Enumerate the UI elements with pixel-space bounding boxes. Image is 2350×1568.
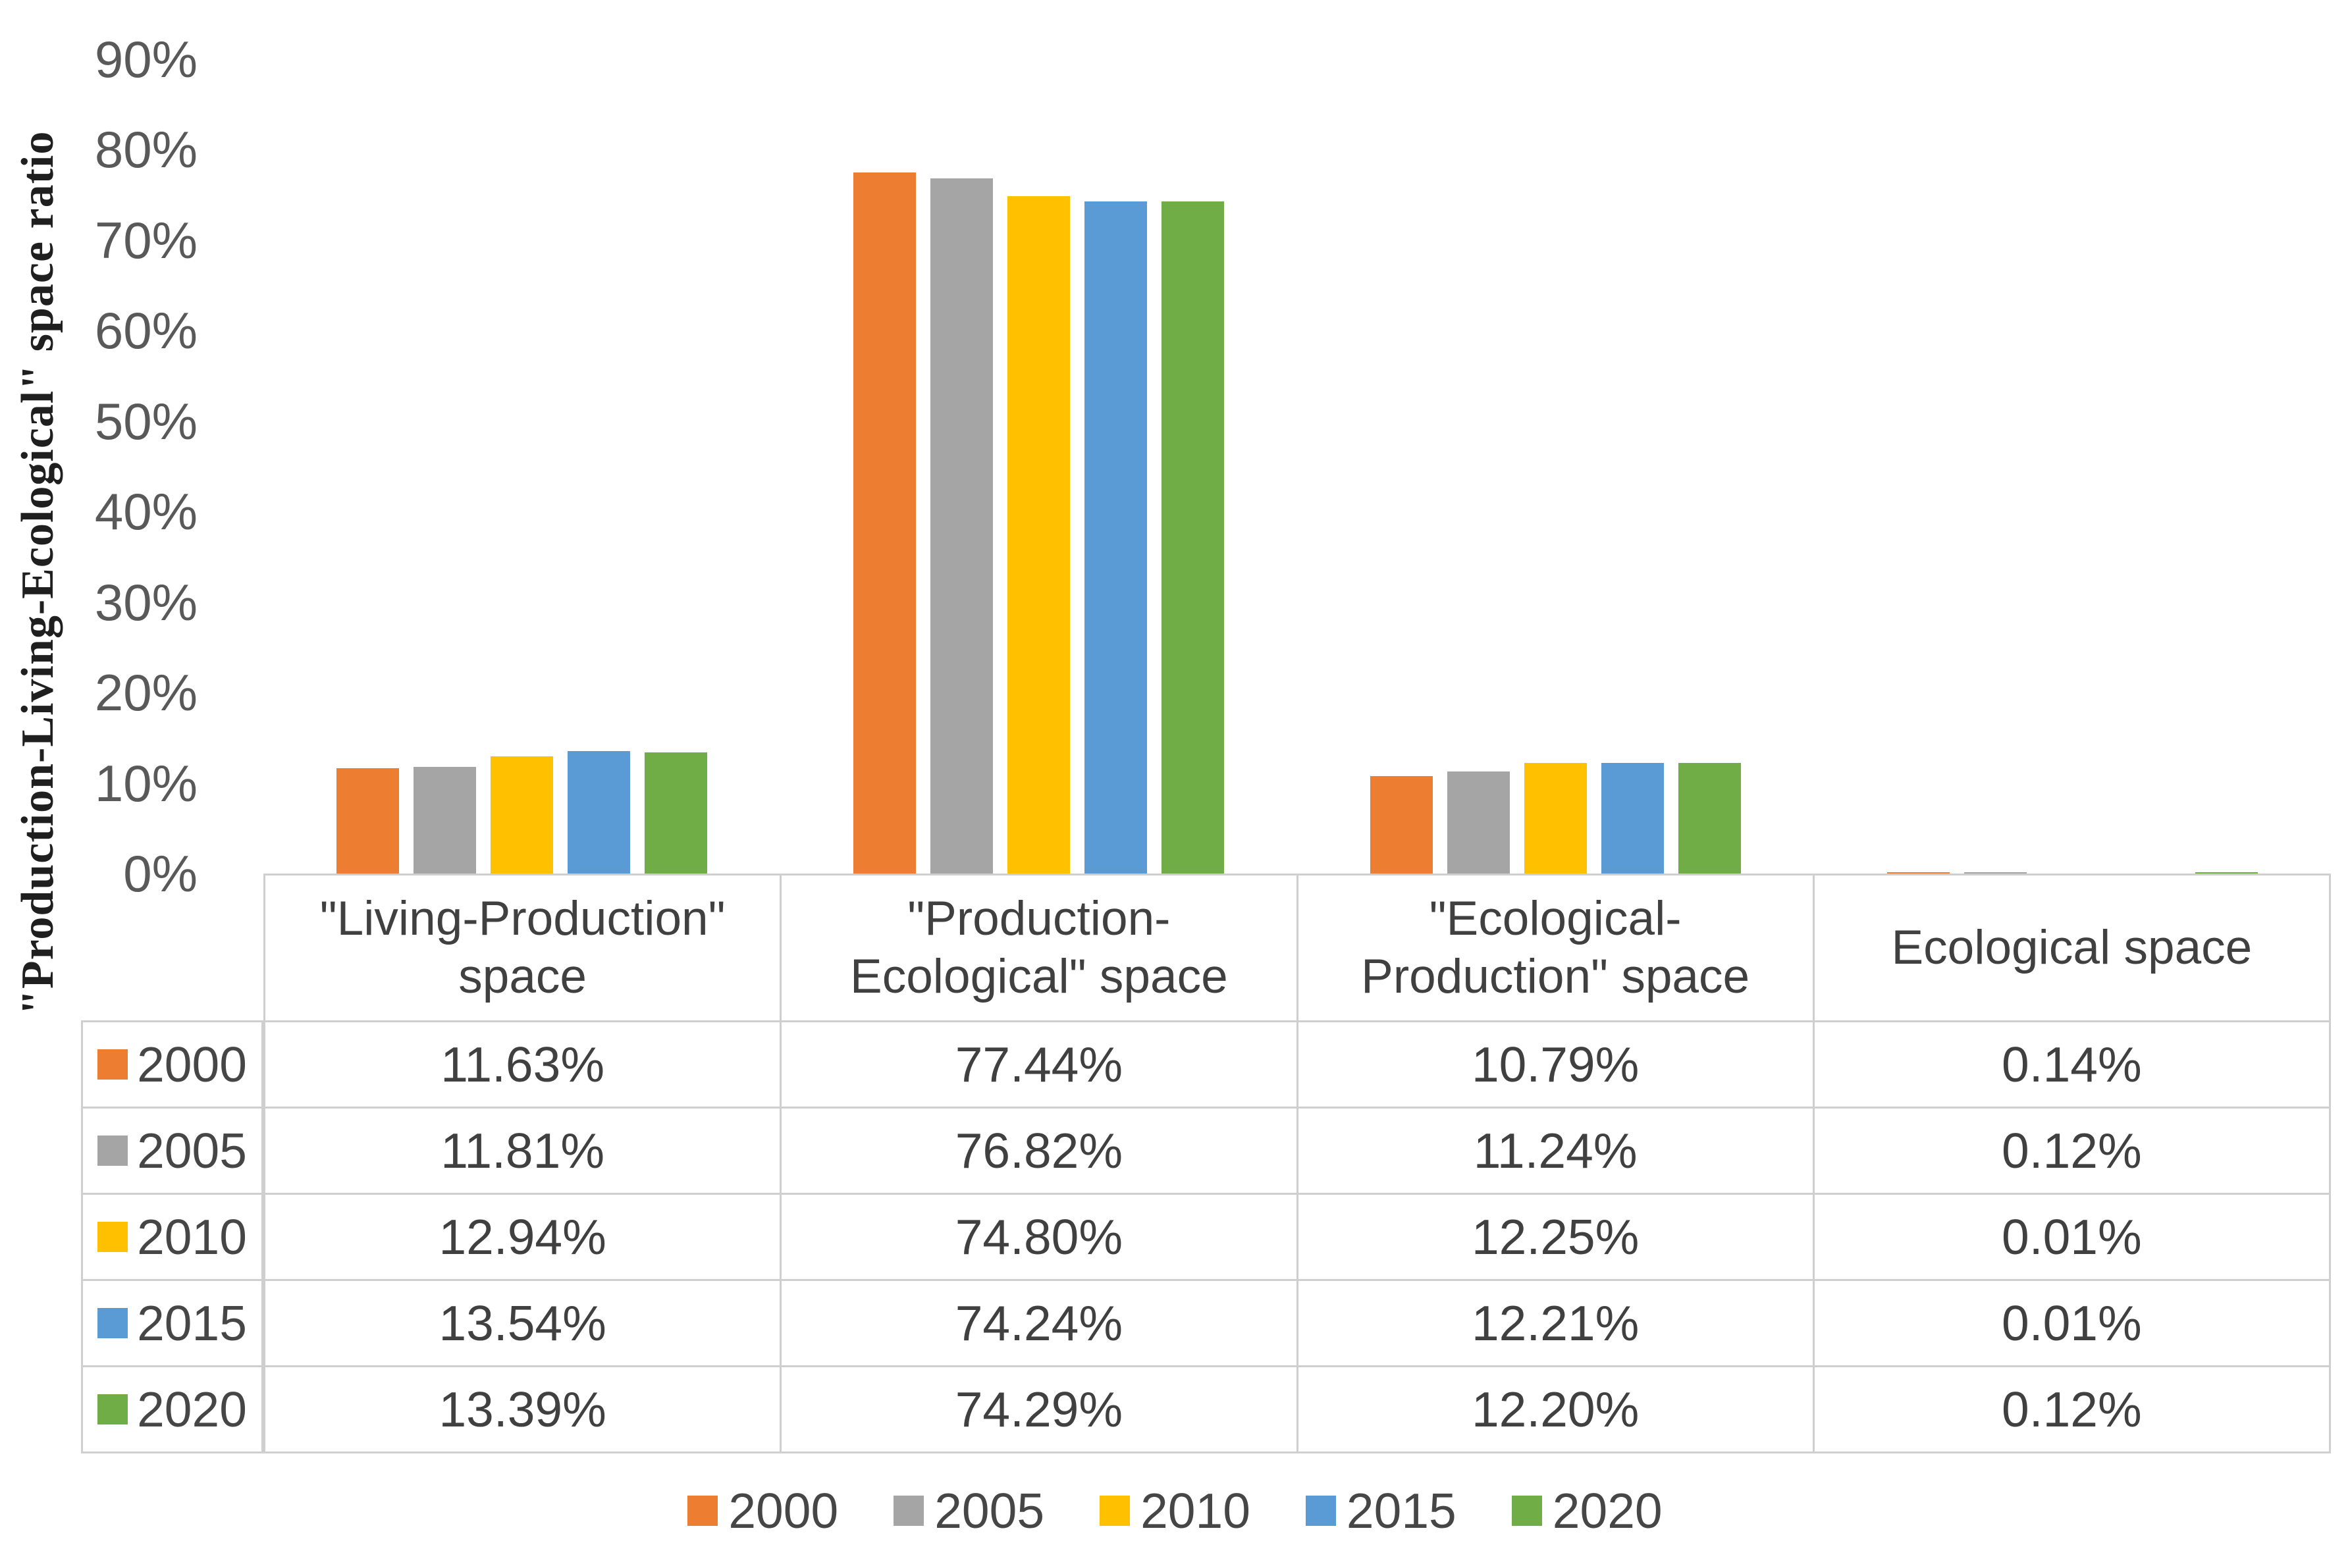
bar-2010-category-2 — [1007, 196, 1070, 874]
series-swatch-icon — [97, 1222, 128, 1252]
legend-item: 2020 — [1511, 1482, 1663, 1539]
legend-item: 2000 — [687, 1482, 838, 1539]
table-row-label: 2005 — [83, 1109, 261, 1193]
legend-swatch-icon — [687, 1496, 718, 1526]
row-year-label: 2000 — [137, 1037, 247, 1092]
y-tick-label: 30% — [94, 573, 198, 631]
y-tick-label: 0% — [123, 845, 198, 902]
legend-swatch-icon — [1100, 1496, 1131, 1526]
legend-item: 2015 — [1305, 1482, 1456, 1539]
series-swatch-icon — [97, 1394, 128, 1424]
bar-2020-category-1 — [645, 752, 707, 874]
y-tick-label: 20% — [94, 664, 198, 721]
y-tick-label: 40% — [94, 483, 198, 540]
legend-label: 2010 — [1140, 1483, 1250, 1538]
y-tick-label: 50% — [94, 392, 198, 450]
chart-legend: 2000 2005 2010 2015 2020 — [0, 1482, 2350, 1539]
bar-2005-category-1 — [414, 767, 476, 874]
legend-label: 2005 — [934, 1483, 1045, 1538]
table-value-cell: 0.01% — [1814, 1281, 2329, 1365]
legend-item: 2005 — [894, 1482, 1044, 1539]
y-tick-label: 60% — [94, 301, 198, 359]
table-value-cell: 11.24% — [1298, 1109, 1813, 1193]
table-header-cell: "Living-Production" space — [265, 875, 780, 1020]
table-value-cell: 10.79% — [1298, 1022, 1813, 1107]
table-value-cell: 0.12% — [1814, 1109, 2329, 1193]
legend-swatch-icon — [1511, 1496, 1542, 1526]
table-row-label: 2000 — [83, 1022, 261, 1107]
bar-2020-category-2 — [1162, 201, 1224, 874]
bar-2015-category-2 — [1084, 201, 1147, 874]
table-value-cell: 13.54% — [265, 1281, 780, 1365]
table-value-cell: 12.20% — [1298, 1367, 1813, 1451]
table-value-cell: 0.12% — [1814, 1367, 2329, 1451]
bar-2000-category-2 — [853, 172, 916, 874]
table-value-cell: 12.25% — [1298, 1195, 1813, 1279]
table-value-cell: 74.29% — [782, 1367, 1296, 1451]
y-tick-label: 80% — [94, 120, 198, 178]
table-row-label: 2015 — [83, 1281, 261, 1365]
legend-label: 2020 — [1552, 1483, 1663, 1538]
table-value-cell: 12.21% — [1298, 1281, 1813, 1365]
bar-2010-category-1 — [491, 756, 553, 874]
legend-swatch-icon — [1305, 1496, 1336, 1526]
table-row-label: 2010 — [83, 1195, 261, 1279]
y-tick-label: 70% — [94, 211, 198, 269]
bar-2000-category-4 — [1887, 872, 1950, 874]
legend-label: 2000 — [728, 1483, 839, 1538]
bar-2015-category-1 — [568, 751, 630, 874]
table-row-labels: 2000 2005 2010 2015 2020 — [81, 1020, 263, 1453]
bar-2000-category-3 — [1370, 776, 1433, 874]
table-value-cell: 77.44% — [782, 1022, 1296, 1107]
legend-item: 2010 — [1100, 1482, 1250, 1539]
row-year-label: 2005 — [137, 1123, 247, 1178]
table-value-cell: 0.01% — [1814, 1195, 2329, 1279]
table-value-cell: 11.81% — [265, 1109, 780, 1193]
table-value-cell: 74.80% — [782, 1195, 1296, 1279]
table-value-cell: 76.82% — [782, 1109, 1296, 1193]
bar-2000-category-1 — [336, 768, 399, 874]
row-year-label: 2020 — [137, 1382, 247, 1437]
y-tick-label: 10% — [94, 754, 198, 812]
table-header-cell: Ecological space — [1814, 875, 2329, 1020]
y-tick-label: 90% — [94, 30, 198, 88]
legend-label: 2015 — [1346, 1483, 1456, 1538]
series-swatch-icon — [97, 1049, 128, 1080]
row-year-label: 2015 — [137, 1295, 247, 1351]
legend-swatch-icon — [894, 1496, 924, 1526]
bar-2020-category-3 — [1678, 763, 1741, 874]
bar-2020-category-4 — [2195, 872, 2258, 874]
table-value-cell: 12.94% — [265, 1195, 780, 1279]
row-year-label: 2010 — [137, 1209, 247, 1265]
bar-2010-category-3 — [1524, 763, 1587, 874]
table-value-cell: 0.14% — [1814, 1022, 2329, 1107]
bar-2005-category-3 — [1447, 771, 1510, 874]
bar-2005-category-4 — [1964, 872, 2027, 874]
table-value-cell: 74.24% — [782, 1281, 1296, 1365]
bar-2005-category-2 — [930, 178, 993, 874]
table-header-cell: "Ecological-Production" space — [1298, 875, 1813, 1020]
table-row-label: 2020 — [83, 1367, 261, 1451]
table-header-cell: "Production-Ecological" space — [782, 875, 1296, 1020]
series-swatch-icon — [97, 1136, 128, 1166]
series-swatch-icon — [97, 1308, 128, 1338]
table-value-cell: 13.39% — [265, 1367, 780, 1451]
bar-2015-category-3 — [1601, 763, 1664, 874]
table-value-cell: 11.63% — [265, 1022, 780, 1107]
data-table: "Living-Production" space "Production-Eco… — [263, 874, 2331, 1453]
